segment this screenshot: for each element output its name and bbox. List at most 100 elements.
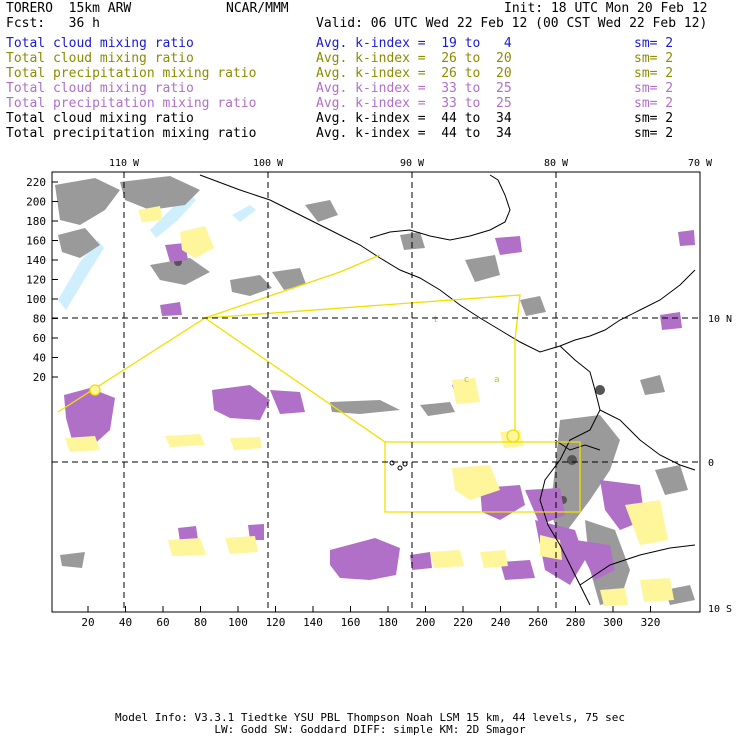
lat-label: 10 N	[708, 314, 732, 325]
purple-cloud	[678, 230, 695, 246]
legend-sm: sm= 2	[634, 36, 674, 51]
coastline	[199, 174, 696, 606]
lon-label: 90 W	[400, 158, 425, 169]
legend-row: Total cloud mixing ratio Avg. k-index = …	[6, 111, 673, 126]
gray-cloud	[150, 258, 210, 285]
x-tick-label: 80	[194, 616, 207, 629]
legend-label: Total precipitation mixing ratio	[6, 126, 257, 141]
legend-label: Total cloud mixing ratio	[6, 36, 194, 51]
y-tick-label: 20	[33, 371, 46, 384]
legend-row: Total cloud mixing ratio Avg. k-index = …	[6, 81, 673, 96]
gray-cloud	[655, 465, 688, 495]
x-tick-label: 180	[378, 616, 398, 629]
purple-cloud	[480, 485, 525, 520]
y-tick-label: 120	[26, 274, 46, 287]
gray-cloud	[550, 415, 620, 540]
x-tick-label: 320	[641, 616, 661, 629]
legend-label: Total cloud mixing ratio	[6, 111, 194, 126]
lon-label: 80 W	[544, 158, 569, 169]
legend-label: Total cloud mixing ratio	[6, 51, 194, 66]
yellow-cloud	[138, 206, 162, 222]
dark-core	[567, 455, 577, 465]
lat-lon-grid	[52, 172, 700, 612]
org-label: NCAR/MMM	[226, 1, 289, 16]
model-info-line1: Model Info: V3.3.1 Tiedtke YSU PBL Thomp…	[115, 711, 625, 724]
gray-cloud	[60, 552, 85, 568]
box-letter: t	[434, 315, 438, 325]
x-tick-label: 60	[156, 616, 169, 629]
init-time: Init: 18 UTC Mon 20 Feb 12	[504, 1, 708, 16]
legend-row: Total cloud mixing ratio Avg. k-index = …	[6, 51, 673, 66]
yellow-cloud	[168, 538, 206, 556]
gray-cloud	[272, 268, 306, 290]
lon-label: 100 W	[253, 158, 284, 169]
legend-row: Total precipitation mixing ratio Avg. k-…	[6, 66, 673, 81]
lat-label: 0	[708, 458, 714, 469]
yellow-cloud	[165, 434, 205, 447]
x-tick-label: 200	[416, 616, 436, 629]
x-tick-label: 100	[228, 616, 248, 629]
legend-kindex: Avg. k-index = 44 to 34	[316, 126, 512, 141]
purple-cloud	[410, 552, 432, 570]
yellow-cloud	[180, 226, 214, 258]
lat-label: 10 S	[708, 604, 732, 615]
model-info-line2: LW: Godd SW: Goddard DIFF: simple KM: 2D…	[214, 723, 526, 736]
legend-kindex: Avg. k-index = 33 to 25	[316, 81, 512, 96]
legend-row: Total precipitation mixing ratio Avg. k-…	[6, 126, 673, 141]
y-tick-label: 80	[33, 313, 46, 326]
gray-cloud	[465, 255, 500, 282]
yellow-cloud	[480, 550, 508, 568]
legend-sm: sm= 2	[634, 96, 674, 111]
legend-kindex: Avg. k-index = 33 to 25	[316, 96, 512, 111]
purple-cloud	[525, 488, 565, 525]
box-letter: a	[494, 375, 500, 385]
y-tick-label: 220	[26, 176, 46, 189]
yellow-cloud	[65, 436, 100, 452]
legend-label: Total precipitation mixing ratio	[6, 66, 257, 81]
y-tick-label: 200	[26, 196, 46, 209]
cloud-fields	[55, 176, 695, 606]
legend-label: Total cloud mixing ratio	[6, 81, 194, 96]
purple-cloud	[178, 526, 198, 542]
legend-sm: sm= 2	[634, 81, 674, 96]
x-tick-label: 300	[603, 616, 623, 629]
yellow-cloud	[452, 465, 500, 500]
gray-cloud	[420, 402, 455, 416]
purple-cloud	[64, 388, 115, 448]
gray-cloud	[230, 275, 272, 296]
legend-sm: sm= 2	[634, 126, 674, 141]
legend-label: Total precipitation mixing ratio	[6, 96, 257, 111]
y-tick-label: 160	[26, 235, 46, 248]
forecast-hour: Fcst: 36 h	[6, 16, 100, 31]
x-tick-label: 220	[453, 616, 473, 629]
y-tick-label: 60	[33, 332, 46, 345]
domain-outlines	[57, 254, 581, 513]
yellow-cloud	[430, 550, 464, 568]
yellow-cloud	[640, 578, 674, 602]
yellow-cloud	[625, 500, 668, 545]
cyan-streak	[232, 205, 256, 222]
x-tick-label: 140	[303, 616, 323, 629]
x-tick-label: 240	[491, 616, 511, 629]
cyan-streak	[150, 195, 196, 238]
legend-row: Total precipitation mixing ratio Avg. k-…	[6, 96, 673, 111]
gray-cloud	[55, 178, 120, 225]
map-frame	[51, 171, 701, 613]
y-tick-label: 180	[26, 215, 46, 228]
gray-cloud	[640, 375, 665, 395]
x-tick-label: 40	[119, 616, 132, 629]
x-tick-label: 280	[566, 616, 586, 629]
purple-cloud	[330, 538, 400, 580]
x-tick-label: 20	[81, 616, 94, 629]
gray-cloud	[120, 176, 200, 210]
y-tick-label: 40	[33, 352, 46, 365]
lon-label: 110 W	[109, 158, 140, 169]
valid-time: Valid: 06 UTC Wed 22 Feb 12 (00 CST Wed …	[316, 16, 708, 31]
yellow-cloud	[225, 536, 258, 554]
yellow-cloud	[230, 437, 262, 450]
x-tick-label: 120	[266, 616, 286, 629]
purple-cloud	[270, 390, 305, 414]
gray-cloud	[58, 228, 100, 258]
yellow-cloud	[600, 588, 628, 606]
